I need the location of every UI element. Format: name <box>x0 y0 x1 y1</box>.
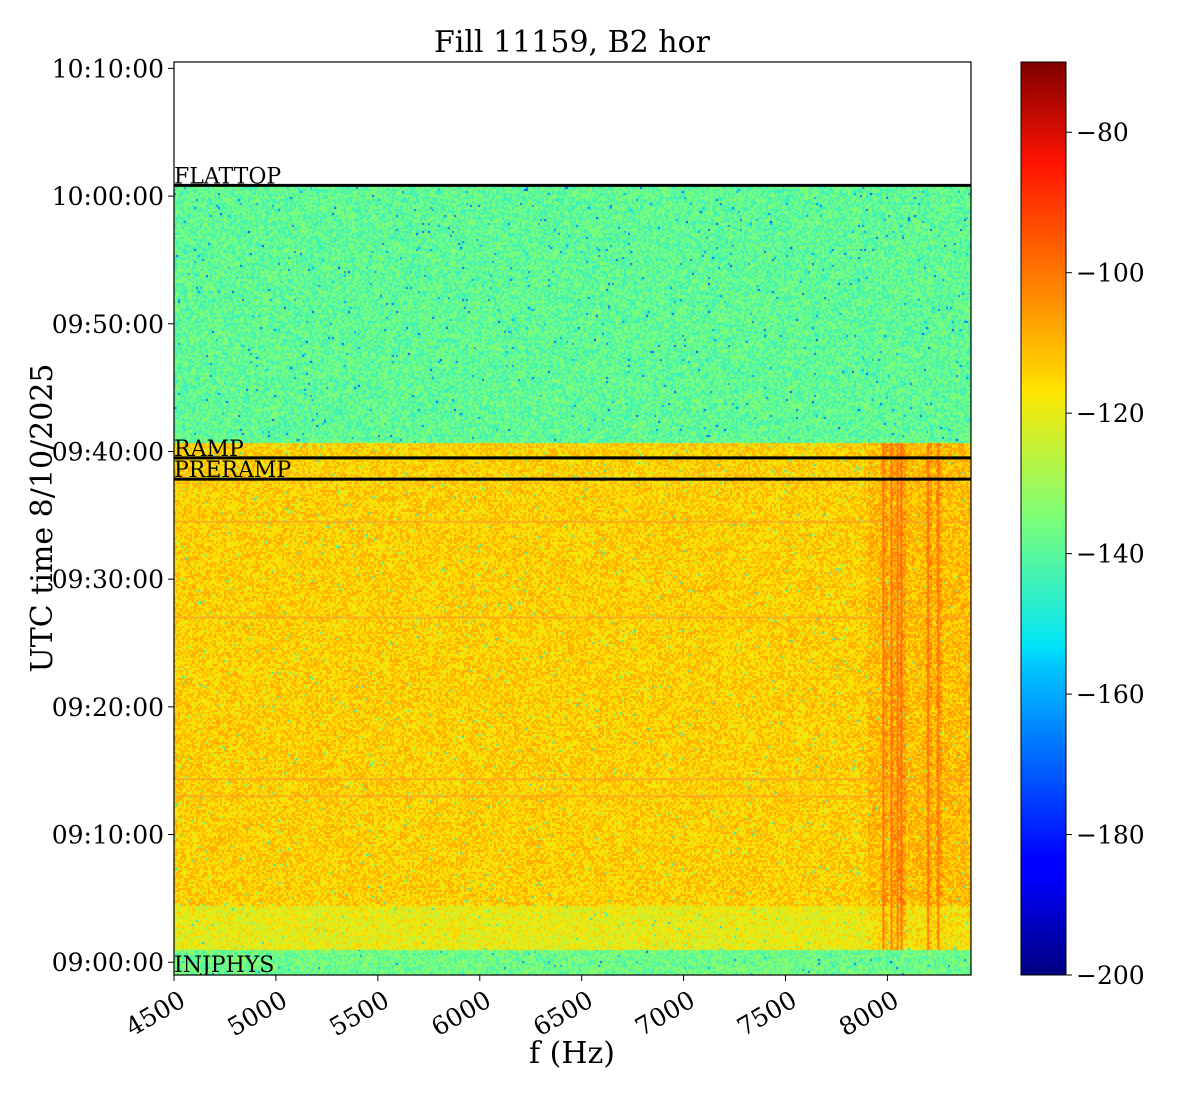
colorbar: −80 −100 −120 −140 −160 −180 −200 <box>1020 61 1145 990</box>
plot-frame <box>173 61 972 976</box>
colorbar-tick-label: −200 <box>1076 961 1145 990</box>
colorbar-tick-label: −180 <box>1076 821 1145 850</box>
x-tick-label: 8000 <box>834 985 904 1042</box>
y-tick-label: 10:00:00 <box>52 182 164 211</box>
x-axis-label: f (Hz) <box>529 1036 615 1071</box>
colorbar-tick-label: −140 <box>1076 540 1145 569</box>
event-label: PRERAMP <box>174 458 291 483</box>
y-tick-label: 09:10:00 <box>52 821 164 850</box>
x-tick-label: 7500 <box>732 985 802 1042</box>
spectrogram-texture <box>174 62 971 975</box>
x-tick-label: 4500 <box>121 985 191 1042</box>
event-label: FLATTOP <box>174 164 281 189</box>
colorbar-tick-label: −120 <box>1076 399 1145 428</box>
x-tick-label: 6000 <box>426 985 496 1042</box>
colorbar-ticks: −80 −100 −120 −140 −160 −180 −200 <box>1066 118 1145 990</box>
spectral-lines <box>174 442 971 950</box>
colorbar-tick-label: −160 <box>1076 680 1145 709</box>
chart-title: Fill 11159, B2 hor <box>434 25 711 60</box>
colorbar-gradient <box>1020 61 1067 976</box>
x-tick-label: 5500 <box>324 985 394 1042</box>
y-tick-label: 09:50:00 <box>52 310 164 339</box>
y-tick-label: 09:30:00 <box>52 565 164 594</box>
y-axis-label: UTC time 8/10/2025 <box>25 364 60 673</box>
x-tick-label: 6500 <box>528 985 598 1042</box>
y-tick-label: 10:10:00 <box>52 54 164 83</box>
x-tick-label: 5000 <box>223 985 293 1042</box>
event-label: RAMP <box>174 437 244 462</box>
event-label: INJPHYS <box>174 953 274 978</box>
y-tick-label: 09:40:00 <box>52 437 164 466</box>
y-tick-label: 09:20:00 <box>52 693 164 722</box>
spectrogram-heatmap <box>174 62 971 975</box>
colorbar-tick-label: −80 <box>1076 118 1129 147</box>
x-tick-label: 7000 <box>630 985 700 1042</box>
colorbar-tick-label: −100 <box>1076 259 1145 288</box>
x-axis-ticks: 4500 5000 5500 6000 6500 7000 7500 8000 <box>121 975 904 1042</box>
y-tick-label: 09:00:00 <box>52 948 164 977</box>
y-axis-ticks: 09:00:00 09:10:00 09:20:00 09:30:00 09:40:00… <box>52 54 174 977</box>
